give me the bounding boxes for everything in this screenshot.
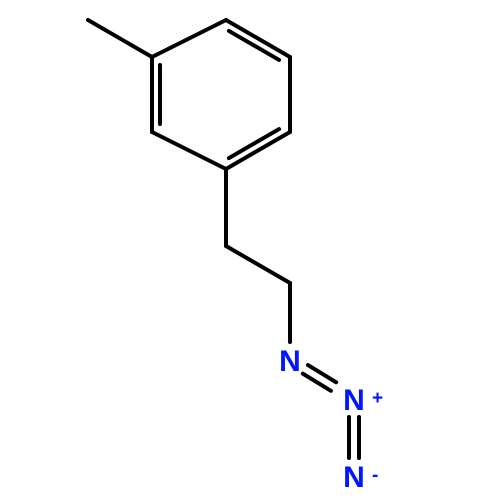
- molecule-diagram: NN+N-: [0, 0, 500, 500]
- bonds-layer: [88, 20, 359, 458]
- atom-label-N3: N: [343, 461, 365, 494]
- atom-charge-N2: +: [372, 388, 383, 409]
- atom-label-N1: N: [279, 345, 301, 378]
- atom-charge-N3: -: [372, 465, 378, 486]
- atom-label-N2: N: [343, 384, 365, 417]
- labels-layer: NN+N-: [279, 345, 383, 494]
